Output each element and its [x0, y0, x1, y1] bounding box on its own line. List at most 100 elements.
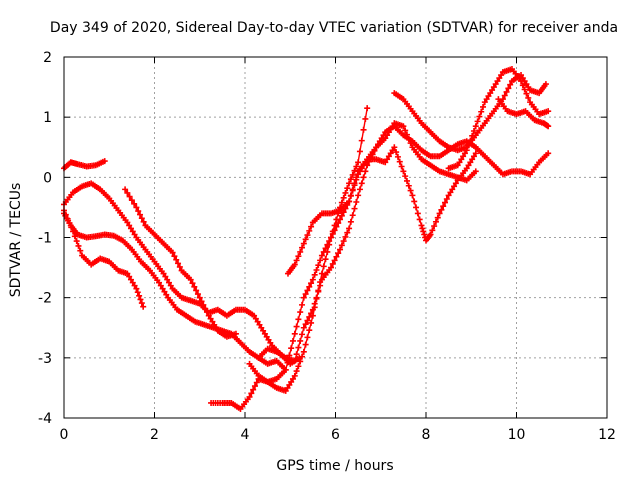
- data-point: [331, 257, 338, 264]
- data-point: [176, 263, 183, 270]
- data-point: [160, 270, 167, 277]
- data-point: [389, 147, 396, 154]
- data-point: [299, 353, 306, 360]
- data-point: [432, 218, 439, 225]
- data-point: [189, 280, 196, 287]
- data-point: [472, 150, 479, 157]
- grid: [64, 57, 607, 418]
- data-point: [413, 204, 420, 211]
- series-trace: [287, 146, 477, 275]
- data-point: [340, 238, 347, 245]
- x-tick-label: 8: [422, 427, 431, 443]
- data-point: [326, 238, 333, 245]
- data-point: [163, 291, 170, 298]
- data-point: [436, 210, 443, 217]
- data-point: [346, 225, 353, 232]
- data-point: [470, 153, 477, 160]
- data-point: [340, 209, 347, 216]
- data-point: [402, 127, 409, 134]
- data-point: [355, 192, 362, 199]
- data-point: [299, 244, 306, 251]
- data-point: [254, 318, 261, 325]
- data-point: [133, 285, 140, 292]
- data-point: [353, 174, 360, 181]
- data-point: [344, 229, 351, 236]
- data-point: [202, 305, 209, 312]
- data-point: [138, 215, 145, 222]
- data-point: [320, 248, 327, 255]
- data-point: [394, 153, 401, 160]
- data-point: [449, 186, 456, 193]
- data-point: [302, 236, 309, 243]
- data-point: [286, 381, 293, 388]
- data-series: [495, 96, 552, 130]
- data-point: [340, 194, 347, 201]
- data-point: [467, 137, 474, 144]
- data-point: [349, 186, 356, 193]
- data-point: [405, 182, 412, 189]
- data-series: [122, 186, 239, 340]
- data-point: [420, 228, 427, 235]
- data-point: [489, 87, 496, 94]
- data-point: [293, 257, 300, 264]
- x-tick-label: 4: [241, 427, 250, 443]
- data-point: [213, 324, 220, 331]
- data-point: [371, 147, 378, 154]
- data-point: [358, 137, 365, 144]
- data-point: [138, 300, 145, 307]
- x-tick-label: 6: [331, 427, 340, 443]
- data-point: [297, 309, 304, 316]
- data-point: [293, 368, 300, 375]
- data-series: [246, 120, 479, 385]
- data-point: [75, 242, 82, 249]
- data-point: [545, 150, 552, 157]
- data-point: [194, 291, 201, 298]
- data-point: [467, 159, 474, 166]
- data-point: [461, 150, 468, 157]
- data-point: [400, 168, 407, 175]
- data-point: [299, 331, 306, 338]
- data-point: [251, 383, 258, 390]
- data-point: [308, 319, 315, 326]
- data-point: [364, 162, 371, 169]
- data-point: [440, 203, 447, 210]
- data-point: [137, 211, 144, 218]
- data-point: [295, 363, 302, 370]
- data-point: [356, 186, 363, 193]
- data-point: [308, 310, 315, 317]
- data-point: [315, 288, 322, 295]
- data-point: [129, 228, 136, 235]
- data-point: [431, 223, 438, 230]
- data-point: [421, 231, 428, 238]
- data-point: [349, 212, 356, 219]
- data-point: [480, 103, 487, 110]
- data-point: [258, 324, 265, 331]
- data-point: [131, 282, 138, 289]
- x-tick-label: 10: [508, 427, 526, 443]
- data-point: [251, 312, 258, 319]
- chart-title: Day 349 of 2020, Sidereal Day-to-day VTE…: [50, 20, 618, 36]
- data-point: [191, 283, 198, 290]
- data-point: [358, 180, 365, 187]
- data-point: [302, 341, 309, 348]
- data-point: [282, 366, 289, 373]
- data-point: [469, 156, 476, 163]
- data-point: [346, 180, 353, 187]
- data-point: [260, 327, 267, 334]
- data-point: [128, 197, 135, 204]
- data-point: [293, 323, 300, 330]
- data-point: [306, 227, 313, 234]
- data-point: [297, 248, 304, 255]
- data-point: [173, 256, 180, 263]
- data-point: [472, 123, 479, 130]
- data-point: [253, 379, 260, 386]
- y-tick-label: 2: [43, 50, 52, 66]
- data-point: [162, 273, 169, 280]
- data-point: [265, 336, 272, 343]
- y-axis-label: SDTVAR / TECUs: [8, 183, 24, 298]
- data-point: [337, 216, 344, 223]
- data-point: [518, 78, 525, 85]
- data-point: [360, 126, 367, 133]
- data-point: [346, 198, 353, 205]
